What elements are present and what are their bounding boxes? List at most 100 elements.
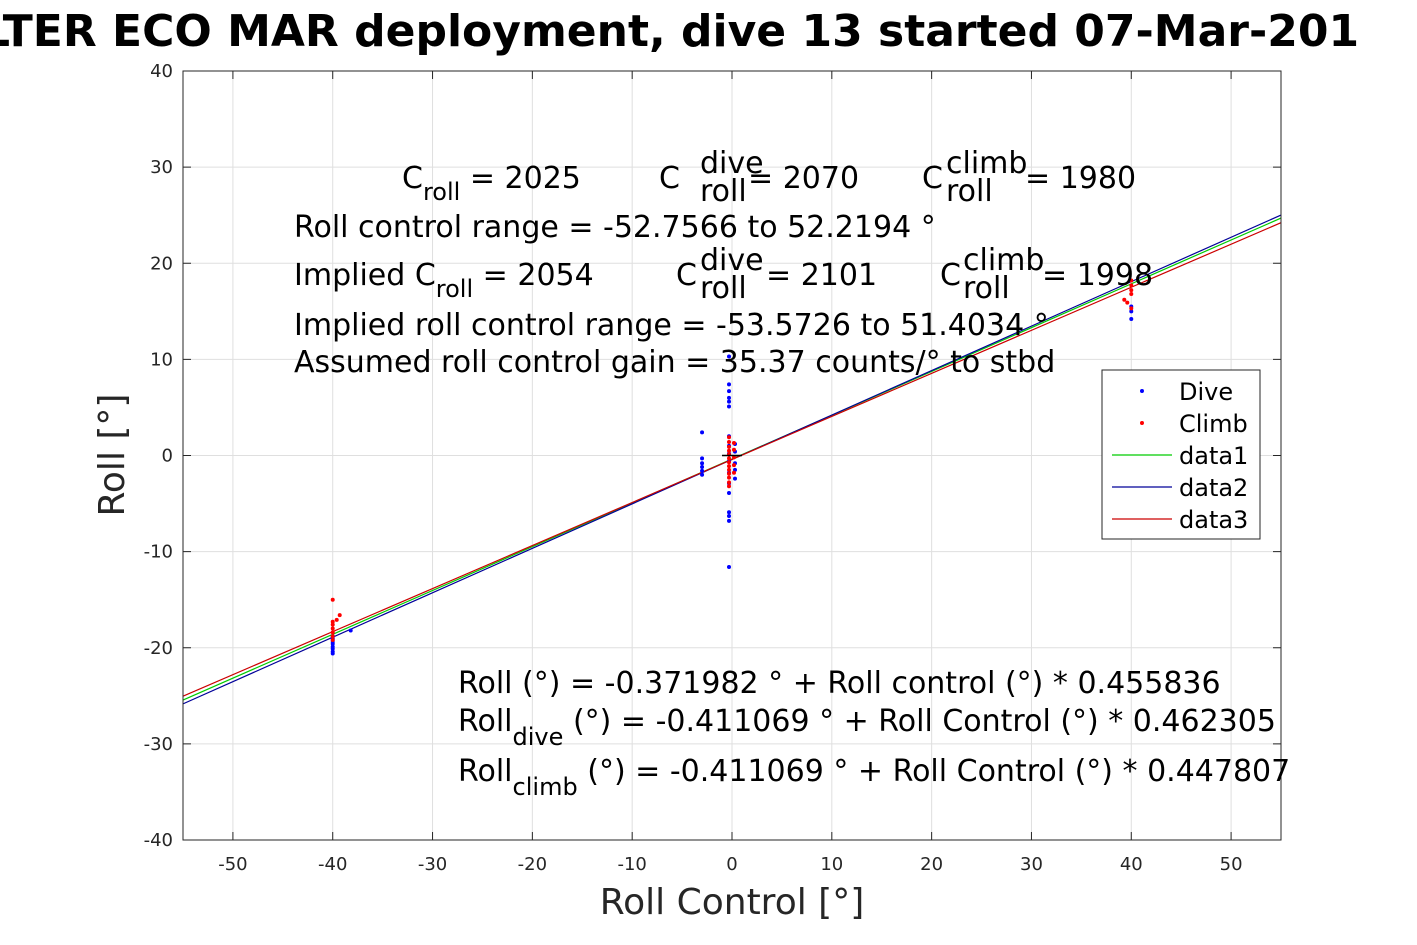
implied-c-roll-dive-value: = 2101 xyxy=(766,258,877,293)
x-tick-label: 10 xyxy=(820,854,843,875)
legend: Dive Climb data1 data2 data3 xyxy=(1101,369,1261,540)
point-dive xyxy=(732,476,737,481)
c-roll-climb-value: = 1980 xyxy=(1025,161,1136,196)
implied-c-roll-text: Implied Croll = 2054 xyxy=(294,258,594,303)
point-climb xyxy=(727,464,732,469)
c-roll-dive-value: = 2070 xyxy=(748,161,859,196)
x-tick-label: 20 xyxy=(920,854,943,875)
point-dive xyxy=(348,628,353,633)
point-climb xyxy=(727,467,732,472)
point-dive xyxy=(727,395,732,400)
chart-title: LTER ECO MAR deployment, dive 13 started… xyxy=(0,4,1417,60)
point-climb xyxy=(727,435,732,440)
point-climb xyxy=(727,471,732,476)
series-line-data3 xyxy=(182,222,1282,697)
equation-dive: Rolldive (°) = -0.411069 ° + Roll Contro… xyxy=(458,704,1276,751)
point-climb xyxy=(731,463,736,468)
point-climb xyxy=(1125,300,1130,305)
point-climb xyxy=(1129,278,1134,283)
x-axis-label: Roll Control [°] xyxy=(600,882,865,923)
point-climb xyxy=(337,613,342,618)
c-roll-climb-sub: roll xyxy=(946,174,993,209)
point-climb xyxy=(727,475,732,480)
point-dive xyxy=(1129,309,1134,314)
equation-all: Roll (°) = -0.371982 ° + Roll control (°… xyxy=(458,666,1221,701)
point-dive xyxy=(727,382,732,387)
x-tick-label: -40 xyxy=(318,854,347,875)
legend-label: data2 xyxy=(1179,474,1248,502)
point-climb xyxy=(727,440,732,445)
legend-items: Dive Climb data1 data2 data3 xyxy=(1112,378,1248,534)
point-climb xyxy=(330,626,335,631)
annotation-implied-c-roll: Implied Croll = 2054 C dive roll = 2101 … xyxy=(294,243,1153,306)
plot-frame xyxy=(182,70,1282,841)
point-climb xyxy=(727,480,732,485)
x-tick-label: 40 xyxy=(1120,854,1143,875)
point-dive xyxy=(727,565,732,570)
point-dive xyxy=(727,389,732,394)
point-climb xyxy=(1129,288,1134,293)
implied-roll-control-range: Implied roll control range = -53.5726 to… xyxy=(294,308,1049,343)
y-tick-label: -10 xyxy=(144,542,173,563)
point-dive xyxy=(727,510,732,515)
point-climb xyxy=(330,634,335,639)
y-tick-label: -30 xyxy=(144,734,173,755)
point-climb xyxy=(727,448,732,453)
x-tick-label: 0 xyxy=(726,854,737,875)
c-roll-dive-sub: roll xyxy=(700,174,747,209)
c-roll-dive-sup: dive xyxy=(700,146,764,181)
x-tick-label: 50 xyxy=(1220,854,1243,875)
point-climb xyxy=(334,617,339,622)
point-dive xyxy=(727,490,732,495)
implied-c-roll-dive-sup: dive xyxy=(700,243,764,278)
assumed-roll-control-gain: Assumed roll control gain = 35.37 counts… xyxy=(294,345,1055,380)
implied-c-roll-climb-c: C xyxy=(940,258,961,293)
implied-c-roll-climb-sub: roll xyxy=(963,271,1010,306)
point-climb xyxy=(330,630,335,635)
y-tick-label: -20 xyxy=(144,638,173,659)
point-climb xyxy=(1129,283,1134,288)
x-tick-label: -30 xyxy=(418,854,447,875)
y-tick-label: 20 xyxy=(150,253,173,274)
point-climb xyxy=(330,597,335,602)
y-axis-label: Roll [°] xyxy=(92,394,133,517)
point-climb xyxy=(330,622,335,627)
point-climb xyxy=(727,460,732,465)
implied-c-roll-climb-value: = 1998 xyxy=(1042,258,1153,293)
y-tick-label: 0 xyxy=(162,446,173,467)
point-climb xyxy=(1129,292,1134,297)
y-tick-label: 40 xyxy=(150,61,173,82)
y-tick-label: -40 xyxy=(144,830,173,851)
point-dive xyxy=(700,468,705,473)
x-tick-labels: -50 -40 -30 -20 -10 0 10 20 30 40 50 xyxy=(218,854,1242,875)
point-dive xyxy=(727,354,732,359)
point-climb xyxy=(1129,306,1134,311)
x-tick-label: 30 xyxy=(1020,854,1043,875)
axes-box xyxy=(182,70,1282,841)
point-dive xyxy=(727,514,732,519)
point-dive xyxy=(330,646,335,651)
x-tick-label: -50 xyxy=(218,854,247,875)
annotation-c-roll: Croll = 2025 C dive roll = 2070 C climb … xyxy=(402,146,1136,209)
implied-c-roll-dive-c: C xyxy=(676,258,697,293)
point-dive xyxy=(700,461,705,466)
point-dive xyxy=(700,456,705,461)
point-climb xyxy=(731,455,736,460)
point-climb xyxy=(1122,297,1127,302)
point-dive xyxy=(727,399,732,404)
x-tick-label: -20 xyxy=(518,854,547,875)
c-roll-climb-sup: climb xyxy=(946,146,1027,181)
point-climb xyxy=(330,638,335,643)
fit-lines xyxy=(182,214,1282,705)
y-tick-labels: -40 -30 -20 -10 0 10 20 30 40 xyxy=(144,61,173,851)
data-points xyxy=(330,278,1134,656)
c-roll-climb-text: C xyxy=(922,161,943,196)
chart-title-text: LTER ECO MAR deployment, dive 13 started… xyxy=(0,6,1360,57)
legend-swatch-dive xyxy=(1140,389,1144,393)
point-climb xyxy=(727,484,732,489)
point-climb xyxy=(731,447,736,452)
legend-label: Dive xyxy=(1179,378,1233,406)
point-dive xyxy=(330,651,335,656)
point-climb xyxy=(727,456,732,461)
